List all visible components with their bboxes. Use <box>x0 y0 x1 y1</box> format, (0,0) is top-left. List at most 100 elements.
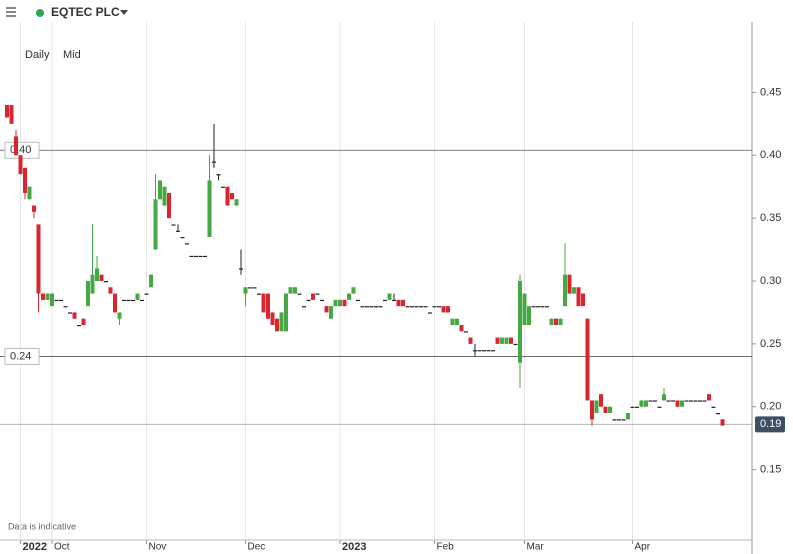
candle-body <box>558 318 563 326</box>
candle <box>369 306 374 308</box>
candle-body <box>225 186 230 206</box>
candle-body <box>185 243 189 245</box>
candle <box>495 337 500 344</box>
candle <box>477 350 482 352</box>
x-tick-label: Dec <box>248 542 266 553</box>
candle <box>171 224 176 226</box>
candle <box>95 255 99 281</box>
candle-body <box>261 293 266 313</box>
candle-body <box>657 406 662 408</box>
candle-body <box>257 293 261 295</box>
candle <box>59 299 63 302</box>
candle <box>207 155 212 237</box>
candle <box>459 325 464 332</box>
candle <box>554 318 558 326</box>
menu-icon[interactable] <box>6 7 16 17</box>
reference-label-box <box>4 347 40 365</box>
candle-body <box>441 306 446 313</box>
candle-body <box>455 318 459 326</box>
interval[interactable]: Daily <box>25 49 50 61</box>
candle-body <box>419 306 423 308</box>
candle <box>86 281 90 307</box>
candle <box>248 287 252 289</box>
candle-body <box>468 337 473 344</box>
candle-body <box>167 192 171 219</box>
candle <box>243 287 248 307</box>
candle-body <box>248 287 252 289</box>
candle-body <box>518 281 522 363</box>
candle-body <box>666 400 671 402</box>
candle <box>432 306 437 308</box>
candle <box>234 199 239 206</box>
y-tick-label: 0.20 <box>760 401 781 413</box>
candle <box>392 293 396 302</box>
candle-body <box>693 400 698 402</box>
dropdown-arrow[interactable] <box>120 10 128 15</box>
y-tick-label: 0.25 <box>760 338 781 350</box>
candle <box>333 299 338 307</box>
candle-body <box>612 419 617 421</box>
candle-body <box>581 293 585 307</box>
candle-body <box>131 299 135 302</box>
candle-body <box>522 293 527 326</box>
candle-body <box>9 104 14 124</box>
x-tick-label: 2023 <box>342 541 366 553</box>
candle <box>117 312 122 326</box>
instrument-title[interactable]: EQTEC PLC <box>51 5 120 19</box>
candle-body <box>194 255 198 258</box>
candle-body <box>572 287 576 294</box>
candle <box>639 400 644 407</box>
candle-body <box>477 350 482 352</box>
candle <box>662 387 666 401</box>
candle-body <box>81 318 86 326</box>
candle <box>396 299 401 307</box>
candle-body <box>662 394 666 401</box>
candle <box>360 306 365 308</box>
candle-body <box>144 293 149 295</box>
candle <box>558 318 563 326</box>
candle <box>252 287 257 289</box>
candle-body <box>495 337 500 344</box>
candle-body <box>266 293 270 319</box>
y-tick-label: 0.40 <box>760 149 781 161</box>
candle <box>630 406 635 408</box>
candle-body <box>702 400 707 402</box>
candle <box>657 406 662 408</box>
candle <box>446 306 450 313</box>
disclaimer: Data is indicative <box>8 521 76 531</box>
candle-body <box>594 400 599 414</box>
candle-body <box>230 192 234 200</box>
candle-body <box>171 224 176 226</box>
candle-body <box>306 299 311 302</box>
candle-body <box>90 274 95 294</box>
candle <box>405 306 410 308</box>
price-type[interactable]: Mid <box>63 49 81 61</box>
candle-body <box>45 293 50 300</box>
candle <box>581 293 585 307</box>
candle-body <box>239 268 243 270</box>
candle-body <box>315 293 320 295</box>
candle-body <box>5 104 9 118</box>
candle <box>27 186 32 200</box>
candle <box>423 306 428 308</box>
candle-body <box>504 337 509 344</box>
candle <box>594 400 599 414</box>
last-price-label: 0.19 <box>760 418 781 430</box>
candle-body <box>707 394 711 401</box>
candle-body <box>378 306 383 308</box>
x-tick-label: Oct <box>54 542 70 553</box>
candle <box>153 174 158 250</box>
candle <box>50 293 54 307</box>
candle-body <box>396 299 401 307</box>
x-tick-label: 2022 <box>23 541 47 553</box>
candle-body <box>464 331 468 333</box>
candle-body <box>414 306 419 308</box>
candle-body <box>590 400 594 420</box>
candle <box>707 394 711 401</box>
candle-body <box>50 293 54 307</box>
candle <box>401 299 405 307</box>
candle <box>329 306 333 319</box>
candle <box>270 312 275 326</box>
